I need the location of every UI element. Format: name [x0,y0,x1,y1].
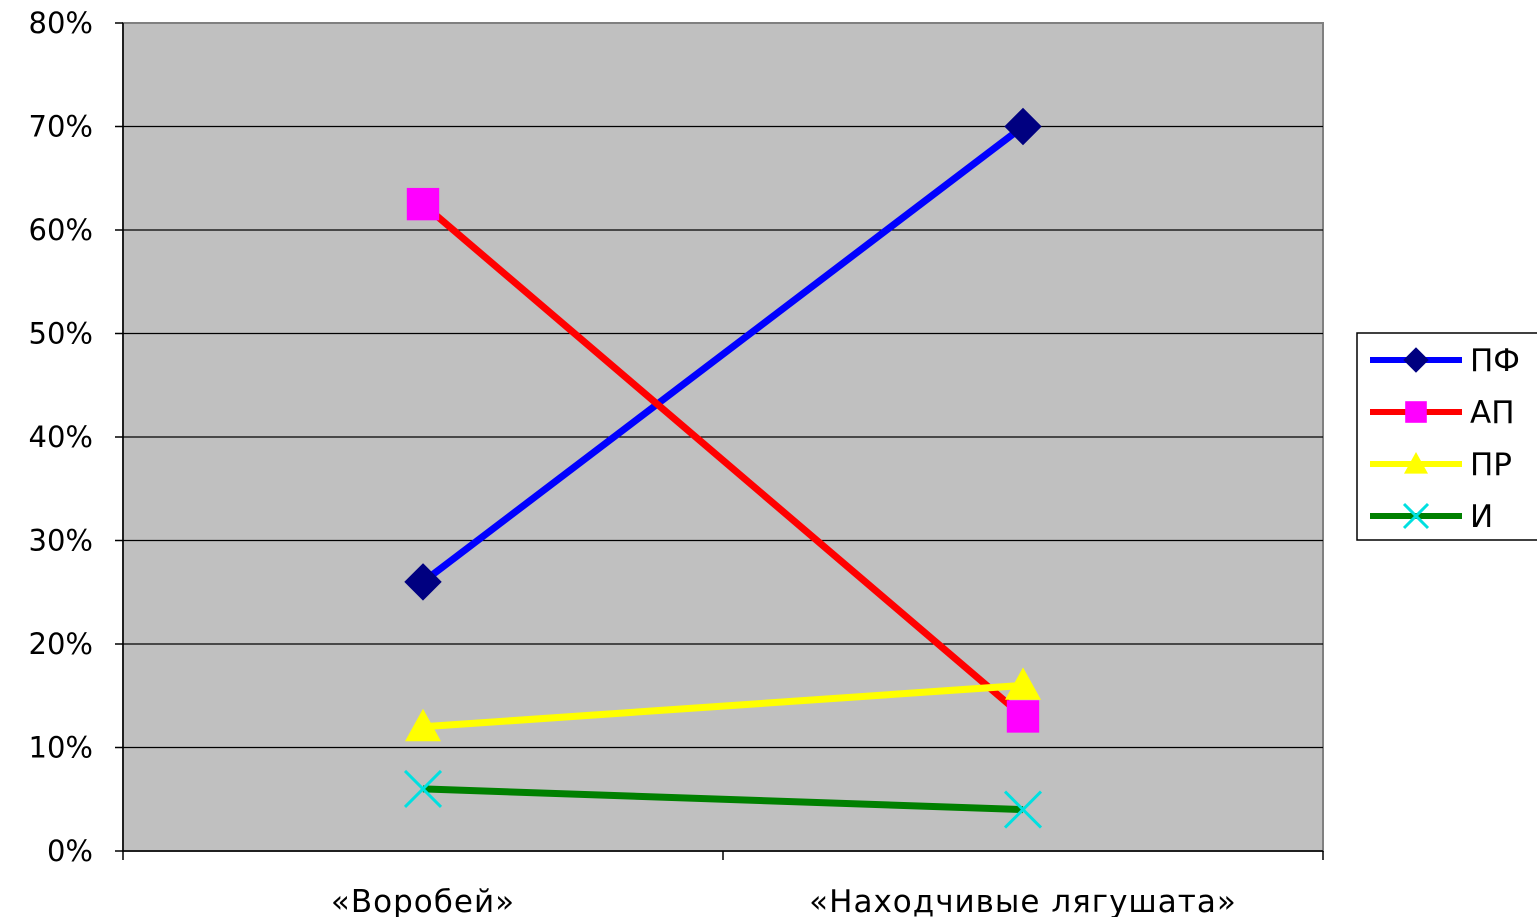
series-line [422,785,1024,814]
axes: 0% 10% 20% 30% 40% 50% 60% 70% 80% «Воробей» «Нахо… [29,6,1324,917]
square-marker [406,187,440,221]
y-tick-label: 20% [29,627,93,661]
legend-label: ПР [1470,447,1512,483]
triangle-marker [1404,452,1428,474]
legend-label: АП [1470,395,1515,431]
gridlines [123,125,1323,749]
legend-label: ПФ [1470,343,1520,379]
y-tick-label: 40% [29,420,93,454]
legend-box [1356,332,1537,541]
y-tick-label: 10% [29,731,93,765]
square-marker [1405,401,1427,423]
legend: ПФ АП ПР И [1356,332,1537,541]
y-tick-label: 80% [29,6,93,40]
square-marker [1006,700,1040,733]
legend-entry: АП [1370,395,1515,431]
series-line [420,123,1026,585]
series-1 [404,107,1042,601]
diamond-marker [404,563,442,601]
diamond-marker [1403,347,1429,373]
triangle-marker [1005,667,1041,700]
triangle-marker [405,708,441,742]
y-tick-label: 0% [47,834,93,868]
y-tick-label: 50% [29,317,93,351]
y-tick-label: 60% [29,213,93,247]
legend-entry: ПФ [1370,343,1520,379]
x-marker [1402,502,1430,530]
series-4 [403,769,1043,829]
series-line [420,201,1026,720]
x-marker [403,769,443,808]
legend-label: И [1470,499,1493,535]
legend-entry: ПР [1370,447,1512,483]
series-3 [405,667,1041,742]
y-tick-label: 70% [29,110,93,144]
x-category-label: «Воробей» [331,884,515,917]
series [403,107,1043,829]
x-marker [1003,790,1043,829]
series-2 [406,187,1040,733]
series-line [422,681,1024,731]
legend-entry: И [1370,499,1493,535]
y-tick-label: 30% [29,524,93,558]
diamond-marker [1004,107,1042,146]
x-category-label: «Находчивые лягушата» [809,884,1237,917]
